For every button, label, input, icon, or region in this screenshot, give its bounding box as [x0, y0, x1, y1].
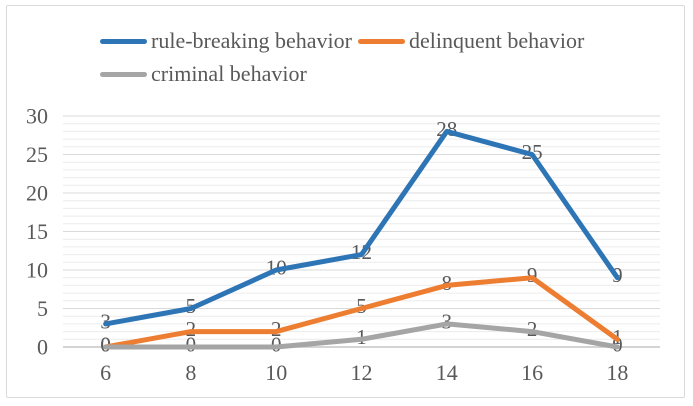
legend-line-swatch-blue	[100, 38, 147, 44]
legend-item-rule-breaking-behavior: rule-breaking behavior	[100, 29, 352, 53]
y-tick-label: 30	[26, 104, 48, 129]
legend-row-2: criminal behavior	[100, 62, 590, 86]
legend-item-delinquent-behavior: delinquent behavior	[357, 28, 585, 53]
x-tick-label: 6	[100, 360, 111, 385]
series-line-rule-breaking-behavior	[103, 128, 620, 327]
x-tick-label: 12	[351, 360, 373, 385]
x-tick-label: 8	[185, 360, 196, 385]
x-tick-label: 16	[521, 360, 543, 385]
y-tick-label: 5	[37, 296, 48, 321]
legend-label-rule-breaking-behavior: rule-breaking behavior	[151, 28, 352, 53]
legend-line-swatch-orange	[357, 38, 405, 44]
chart-legend: rule-breaking behavior delinquent behavi…	[100, 29, 590, 95]
legend-row-1: rule-breaking behavior delinquent behavi…	[100, 29, 590, 53]
legend-label-delinquent-behavior: delinquent behavior	[408, 28, 585, 53]
x-tick-label: 18	[606, 360, 628, 385]
chart-border-frame	[6, 5, 685, 398]
data-label-rule-breaking-behavior: 28	[436, 117, 457, 141]
series-line-delinquent-behavior	[103, 275, 620, 350]
legend-line-swatch-gray	[100, 71, 147, 77]
y-tick-label: 0	[37, 335, 48, 360]
y-tick-label: 10	[26, 258, 48, 283]
series-line-criminal-behavior	[103, 321, 620, 350]
y-tick-label: 20	[26, 181, 48, 206]
x-tick-label: 14	[436, 360, 458, 385]
y-tick-label: 25	[26, 142, 48, 167]
legend-label-criminal-behavior: criminal behavior	[151, 61, 307, 86]
legend-item-criminal-behavior: criminal behavior	[100, 62, 307, 86]
x-axis-labels: 6 8 10 12 14 16 18	[100, 360, 628, 385]
x-tick-label: 10	[265, 360, 287, 385]
y-tick-label: 15	[26, 219, 48, 244]
y-axis-labels: 0 5 10 15 20 25 30	[26, 104, 48, 360]
